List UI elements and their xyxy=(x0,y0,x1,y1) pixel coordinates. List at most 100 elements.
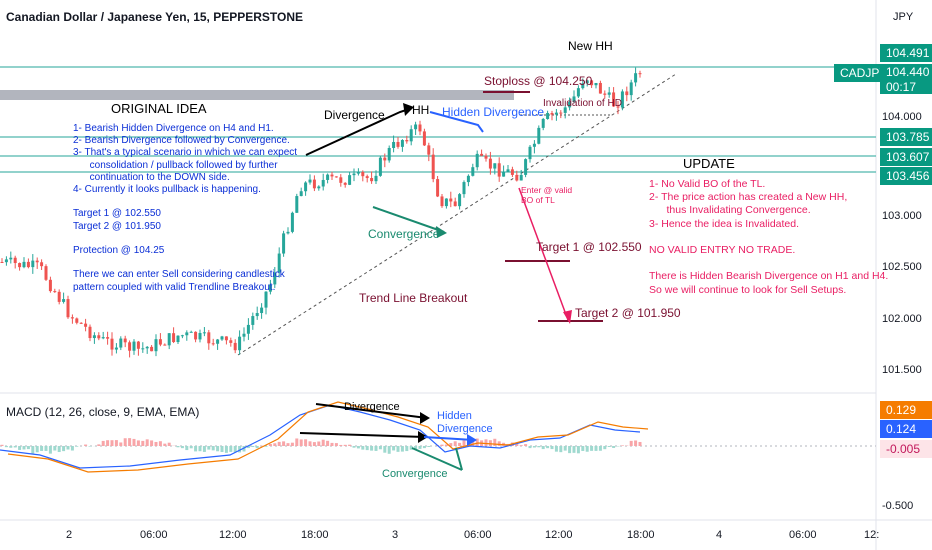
histogram-bar xyxy=(356,446,360,449)
candle-body xyxy=(396,141,400,147)
histogram-bar xyxy=(167,442,171,446)
update-text: 1- No Valid BO of the TL. 2- The price a… xyxy=(649,178,889,296)
histogram-bar xyxy=(590,446,594,451)
histogram-bar xyxy=(273,443,277,446)
candle-body xyxy=(374,175,378,182)
histogram-bar xyxy=(440,444,444,446)
candle-body xyxy=(546,113,550,119)
candle-body xyxy=(251,316,255,325)
histogram-bar xyxy=(449,443,453,446)
histogram-bar xyxy=(185,446,189,451)
histogram-bar xyxy=(136,440,140,446)
candle-body xyxy=(620,91,624,108)
last-price-badge: 104.440 xyxy=(880,64,932,80)
target1-label: Target 1 @ 102.550 xyxy=(536,240,642,254)
histogram-bar xyxy=(378,446,382,450)
histogram-bar xyxy=(308,441,312,446)
price-axis[interactable]: JPY 104.000 103.000 102.500 102.000 101.… xyxy=(882,11,922,512)
countdown-badge: 00:17 xyxy=(880,80,932,94)
candle-body xyxy=(365,176,369,179)
candle-body xyxy=(70,317,74,319)
histogram-bar xyxy=(321,439,325,446)
candle-body xyxy=(568,101,572,108)
histogram-bar xyxy=(128,438,132,446)
macd-indicator-label[interactable]: MACD (12, 26, close, 9, EMA, EMA) xyxy=(6,405,200,419)
candle-body xyxy=(9,257,13,260)
histogram-bar xyxy=(458,442,462,446)
candle-body xyxy=(224,336,228,341)
time-axis[interactable]: 2 06:00 12:00 18:00 3 06:00 12:00 18:00 … xyxy=(66,529,879,541)
histogram-bar xyxy=(414,446,418,451)
candle-body xyxy=(101,337,105,339)
histogram-badge: -0.005 xyxy=(880,440,932,458)
histogram-bar xyxy=(418,446,422,449)
histogram-bar xyxy=(374,446,378,451)
candle-body xyxy=(480,153,484,156)
candle-body xyxy=(506,169,510,172)
price-tick: 103.000 xyxy=(882,210,922,222)
signal-badge: 0.124 xyxy=(880,420,932,438)
divergence-label: Divergence xyxy=(324,108,385,122)
candle-body xyxy=(594,82,598,86)
candle-body xyxy=(53,291,57,293)
histogram-bar xyxy=(497,441,501,446)
histogram-bar xyxy=(392,446,396,451)
histogram-bar xyxy=(229,446,233,452)
histogram-bar xyxy=(405,446,409,452)
candle-body xyxy=(62,299,66,302)
candle-body xyxy=(612,92,616,107)
candle-body xyxy=(497,163,501,177)
candle-body xyxy=(176,335,180,343)
histogram-bar xyxy=(251,446,255,448)
annotations: New HH HH Stoploss @ 104.250 Invalidatio… xyxy=(111,39,735,480)
candle-body xyxy=(444,198,448,207)
histogram-bar xyxy=(88,446,92,447)
candle-body xyxy=(110,338,114,350)
candle-body xyxy=(97,335,101,339)
histogram-bar xyxy=(330,442,334,446)
candle-body xyxy=(541,118,545,128)
candle-body xyxy=(180,335,184,337)
candle-body xyxy=(22,261,26,268)
horizontal-levels xyxy=(0,66,876,173)
price-tick: 101.500 xyxy=(882,364,922,376)
histogram-bar xyxy=(317,441,321,446)
target-arrow-head xyxy=(563,310,572,324)
histogram-bar xyxy=(422,446,426,449)
trend-line-breakout-label: Trend Line Breakout xyxy=(359,291,468,305)
time-tick: 12:00 xyxy=(545,529,573,541)
histogram-bar xyxy=(568,446,572,454)
candle-body xyxy=(163,344,167,346)
histogram-bar xyxy=(528,446,532,449)
candle-body xyxy=(493,163,497,169)
histogram-bar xyxy=(141,440,145,446)
candle-body xyxy=(277,253,281,273)
histogram-bar xyxy=(110,440,114,446)
histogram-bar xyxy=(572,446,576,453)
candle-body xyxy=(515,174,519,181)
histogram-bar xyxy=(532,446,536,448)
histogram-bar xyxy=(365,446,369,451)
histogram-bar xyxy=(541,446,545,450)
histogram-bar xyxy=(282,441,286,446)
trend-line[interactable] xyxy=(237,73,677,356)
candle-body xyxy=(114,347,118,350)
convergence-label: Convergence xyxy=(368,227,440,241)
level-badge-1: 103.785 xyxy=(880,128,932,146)
histogram-bar xyxy=(493,438,497,446)
histogram-bar xyxy=(220,446,224,453)
histogram-bar xyxy=(299,439,303,446)
histogram-bar xyxy=(488,440,492,446)
histogram-bar xyxy=(145,439,149,446)
histogram-bar xyxy=(581,446,585,451)
candle-body xyxy=(356,171,360,174)
candle-body xyxy=(92,335,96,339)
histogram-bar xyxy=(383,446,387,453)
time-tick: 18:00 xyxy=(627,529,655,541)
candle-body xyxy=(634,73,638,83)
candle-body xyxy=(145,346,149,349)
candle-body xyxy=(321,179,325,187)
candle-body xyxy=(576,88,580,97)
histogram-bar xyxy=(312,442,316,446)
